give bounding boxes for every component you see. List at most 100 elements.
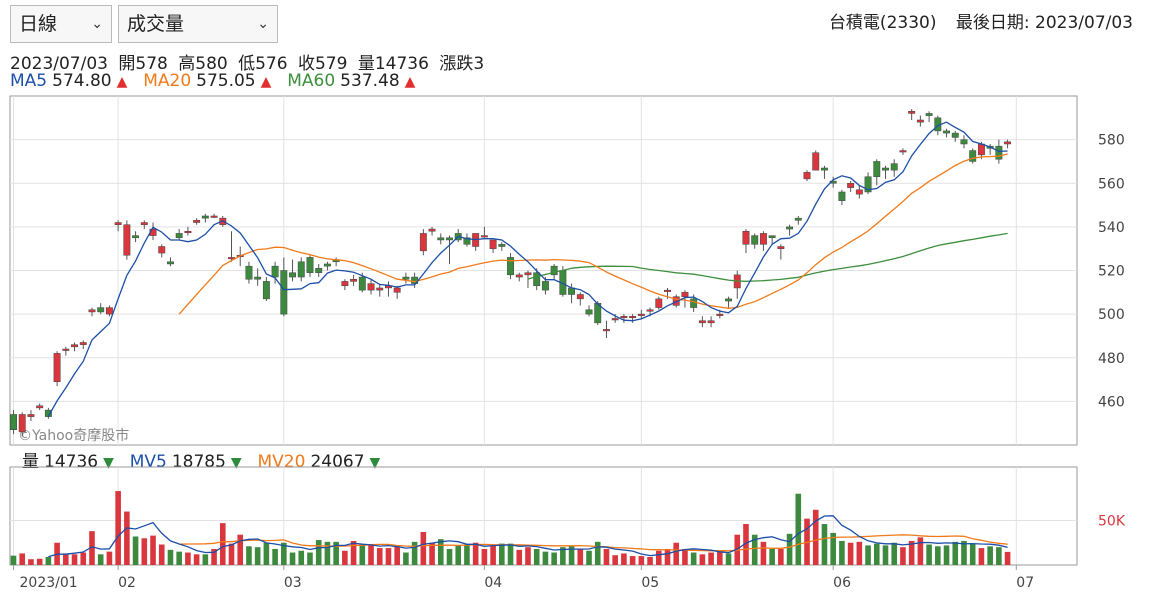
chevron-down-icon: ⌄ xyxy=(91,16,103,32)
volume-bar xyxy=(908,540,915,565)
volume-bar xyxy=(63,553,69,565)
candle-body xyxy=(358,276,366,291)
candle-body xyxy=(262,281,270,300)
volume-bar xyxy=(987,546,993,565)
stock-name: 台積電(2330) xyxy=(828,13,937,33)
volume-bar xyxy=(307,552,313,565)
price-tick-label: 500 xyxy=(1098,307,1125,323)
volume-bar xyxy=(490,545,496,565)
volume-bar xyxy=(420,532,427,565)
candle-body xyxy=(707,320,715,324)
volume-bar xyxy=(612,555,618,565)
candle-body xyxy=(803,172,811,180)
candle-body xyxy=(908,111,916,114)
volume-bar xyxy=(760,541,767,565)
volume-bar xyxy=(664,548,671,565)
volume-bar xyxy=(673,542,680,565)
volume-bar xyxy=(71,554,78,565)
candle-body xyxy=(1004,141,1012,145)
candle-body xyxy=(620,316,628,319)
candle-body xyxy=(97,307,105,313)
candle-body xyxy=(751,235,759,245)
volume-bar xyxy=(28,559,34,565)
candle-body xyxy=(79,342,87,345)
candle-body xyxy=(515,274,523,278)
ohlc-change: 漲跌3 xyxy=(439,54,485,74)
ohlc-date: 2023/07/03 xyxy=(10,54,108,74)
ma60-up-arrow-icon: ▲ xyxy=(404,74,416,90)
ma-legend: MA5 574.80 ▲ MA20 575.05 ▲ MA60 537.48 ▲ xyxy=(10,71,420,91)
candle-body xyxy=(306,257,314,273)
candle-body xyxy=(821,167,828,171)
candle-body xyxy=(367,283,375,291)
volume-bar xyxy=(403,552,409,565)
volume-bar xyxy=(812,509,819,565)
vol-down-arrow-icon: ▼ xyxy=(103,455,114,471)
volume-bar xyxy=(202,554,209,565)
candle-body xyxy=(201,215,209,219)
candle-body xyxy=(664,289,671,292)
candle-body xyxy=(27,414,35,417)
volume-bar xyxy=(385,548,392,565)
volume-bar xyxy=(106,551,113,565)
ma20-label: MA20 xyxy=(143,71,192,91)
volume-bar xyxy=(80,552,87,565)
indicator-select[interactable]: 成交量 ⌄ xyxy=(118,5,278,43)
ma20-line xyxy=(178,153,1008,315)
candle-body xyxy=(167,261,174,265)
candle-body xyxy=(786,226,794,230)
volume-bar xyxy=(943,545,950,565)
candle-body xyxy=(690,298,698,308)
candle-body xyxy=(855,189,863,195)
candle-body xyxy=(864,176,872,193)
volume-bar xyxy=(446,548,453,565)
candle-body xyxy=(838,191,846,201)
volume-bar xyxy=(603,548,610,565)
volume-bar xyxy=(263,542,270,565)
volume-bar xyxy=(577,548,584,565)
ma60-value: 537.48 xyxy=(340,71,400,91)
candle-body xyxy=(995,145,1003,160)
candle-body xyxy=(759,233,767,245)
candle-body xyxy=(672,296,680,306)
volume-bar xyxy=(560,547,566,565)
volume-bar xyxy=(455,545,462,565)
volume-bar xyxy=(533,548,540,565)
ma5-label: MA5 xyxy=(10,71,48,91)
volume-bar xyxy=(437,539,444,565)
volume-bar xyxy=(132,536,139,565)
volume-bar xyxy=(89,531,95,565)
volume-bar xyxy=(978,548,985,565)
candle-body xyxy=(463,237,471,245)
ma60-label: MA60 xyxy=(287,71,336,91)
price-tick-label: 480 xyxy=(1098,351,1125,367)
volume-bar xyxy=(115,491,121,565)
ohlc-close: 收579 xyxy=(297,54,348,74)
price-tick-label: 560 xyxy=(1098,176,1125,192)
volume-bar xyxy=(10,555,17,565)
candle-body xyxy=(489,239,497,249)
period-select[interactable]: 日線 ⌄ xyxy=(10,5,112,43)
volume-bar xyxy=(751,534,758,565)
candle-body xyxy=(847,183,855,188)
x-tick-label: 02 xyxy=(118,575,136,591)
volume-bar xyxy=(499,543,505,565)
volume-bar xyxy=(315,540,322,565)
candle-body xyxy=(524,272,532,276)
volume-bar xyxy=(638,556,645,565)
candle-body xyxy=(629,316,637,319)
volume-tick-label: 50K xyxy=(1098,513,1126,529)
candle-body xyxy=(873,161,881,177)
header-info: 台積電(2330) 最後日期: 2023/07/03 xyxy=(815,8,1133,33)
candle-body xyxy=(611,318,619,321)
volume-bar xyxy=(507,543,514,565)
volume-bar xyxy=(525,547,531,565)
volume-bar xyxy=(847,542,854,565)
candle-body xyxy=(742,230,750,245)
candle-body xyxy=(140,222,148,225)
volume-bar xyxy=(176,551,182,565)
volume-bar xyxy=(342,550,348,565)
candle-body xyxy=(812,152,820,171)
x-tick-label: 2023/01 xyxy=(20,575,78,591)
